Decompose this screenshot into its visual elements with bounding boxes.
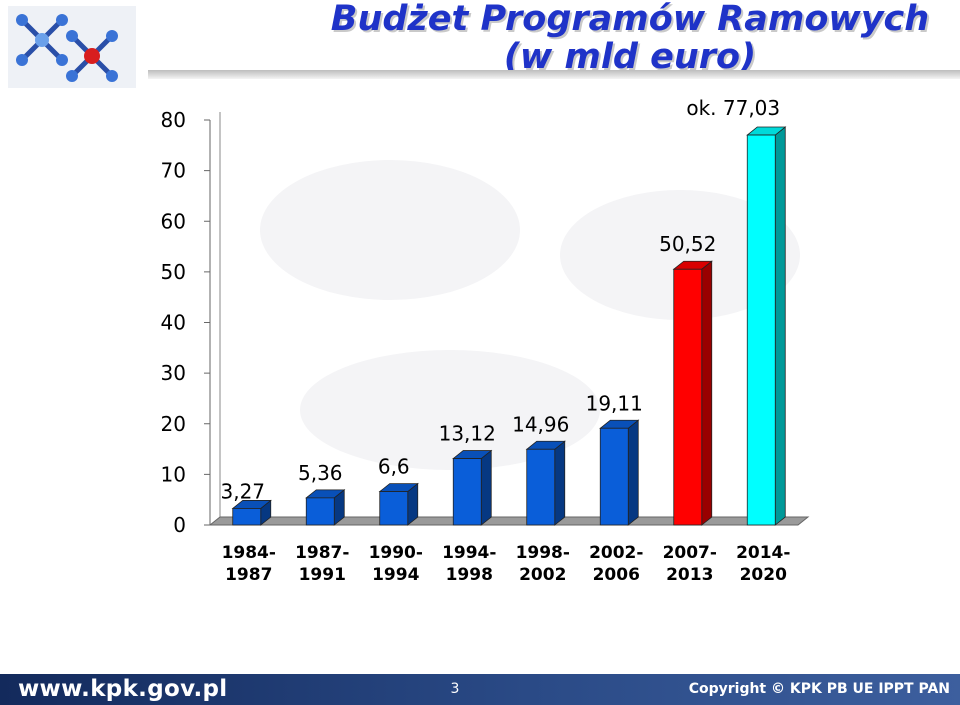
- bar: [231, 499, 272, 526]
- x-tick-label: 2014-2020: [736, 543, 790, 585]
- x-tick-label: 1987-1991: [295, 543, 349, 585]
- bar: [378, 482, 419, 526]
- bar-front-face: [673, 268, 703, 526]
- page-number: 3: [450, 681, 460, 697]
- bar: [672, 260, 713, 526]
- bar-side-face: [554, 440, 566, 526]
- bar-side-face: [627, 419, 639, 526]
- kpk-logo: [8, 6, 136, 88]
- x-tick-label-line: 1987-: [295, 543, 349, 563]
- x-tick-label: 2002-2006: [589, 543, 643, 585]
- x-tick-label-line: 1994-: [442, 543, 496, 563]
- bar-front-face: [526, 448, 556, 526]
- bar-side-face: [480, 449, 492, 526]
- bar-front-face: [232, 508, 262, 526]
- budget-bar-chart: 0 10 20 30 40 50 60 70 80 3,27 5,36 6,6 13,12 14,96 1…: [161, 96, 810, 585]
- bar-data-label: 13,12: [439, 422, 496, 446]
- y-tick-label: 50: [161, 260, 186, 284]
- bar-front-face: [746, 134, 776, 526]
- bar-data-label: 6,6: [378, 455, 410, 479]
- y-tick-label: 70: [161, 159, 186, 183]
- x-tick-label-line: 1987: [225, 565, 272, 585]
- y-tick-label: 10: [161, 462, 186, 486]
- y-tick-label: 40: [161, 311, 186, 335]
- x-tick-label-line: 1998-: [516, 543, 570, 563]
- bar-front-face: [599, 427, 629, 526]
- x-tick-label-line: 2013: [666, 565, 713, 585]
- x-tick-label: 2007-2013: [663, 543, 717, 585]
- bar-data-label: ok. 77,03: [686, 96, 780, 120]
- bar-front-face: [379, 491, 409, 526]
- x-tick-label: 1990-1994: [369, 543, 423, 585]
- x-tick-label-line: 1994: [372, 565, 419, 585]
- bars: 3,27 5,36 6,6 13,12 14,96 19,11 50,52 ok. 77,03: [220, 96, 787, 526]
- x-tick-label-line: 1991: [299, 565, 346, 585]
- bar-data-label: 5,36: [298, 461, 343, 485]
- bar: [452, 449, 493, 526]
- bar-data-label: 3,27: [220, 479, 265, 503]
- bar-front-face: [305, 497, 335, 526]
- y-tick-label: 30: [161, 361, 186, 385]
- bar: [525, 440, 566, 526]
- chart-back-wall: [219, 112, 808, 518]
- bar: [305, 489, 346, 526]
- background-shape: [260, 160, 520, 300]
- y-tick-label: 80: [161, 108, 186, 132]
- bar-data-label: 14,96: [512, 412, 569, 436]
- x-axis: 1984-19871987-19911990-19941994-19981998…: [222, 543, 791, 585]
- x-tick-label: 1998-2002: [516, 543, 570, 585]
- x-tick-label-line: 2002: [519, 565, 566, 585]
- y-tick-label: 60: [161, 209, 186, 233]
- title-underline-bar: [148, 70, 960, 79]
- bar-front-face: [452, 458, 482, 526]
- footer-website-link[interactable]: www.kpk.gov.pl: [18, 676, 228, 702]
- bar: [746, 126, 787, 526]
- bar-data-label: 50,52: [659, 232, 716, 256]
- copyright-text: Copyright © KPK PB UE IPPT PAN: [688, 681, 950, 697]
- bar-side-face: [701, 260, 713, 526]
- x-tick-label: 1984-1987: [222, 543, 276, 585]
- page-title: Budżet Programów Ramowych (w mld euro): [300, 0, 960, 76]
- x-tick-label: 1994-1998: [442, 543, 496, 585]
- chart-floor: [208, 516, 810, 526]
- y-tick-label: 0: [173, 513, 186, 537]
- x-tick-label-line: 1990-: [369, 543, 423, 563]
- x-tick-label-line: 1998: [446, 565, 493, 585]
- x-tick-label-line: 2006: [593, 565, 640, 585]
- y-axis: 0 10 20 30 40 50 60 70 80: [161, 108, 210, 537]
- footer-bar: www.kpk.gov.pl 3 Copyright © KPK PB UE I…: [0, 674, 960, 705]
- y-tick-label: 20: [161, 412, 186, 436]
- bar-data-label: 19,11: [586, 391, 643, 415]
- bar-side-face: [774, 126, 786, 526]
- x-tick-label-line: 1984-: [222, 543, 276, 563]
- x-tick-label-line: 2020: [740, 565, 787, 585]
- x-tick-label-line: 2014-: [736, 543, 790, 563]
- bar: [599, 419, 640, 526]
- title-line-1: Budżet Programów Ramowych: [330, 0, 930, 39]
- title-line-2: (w mld euro): [503, 37, 757, 77]
- x-tick-label-line: 2007-: [663, 543, 717, 563]
- x-tick-label-line: 2002-: [589, 543, 643, 563]
